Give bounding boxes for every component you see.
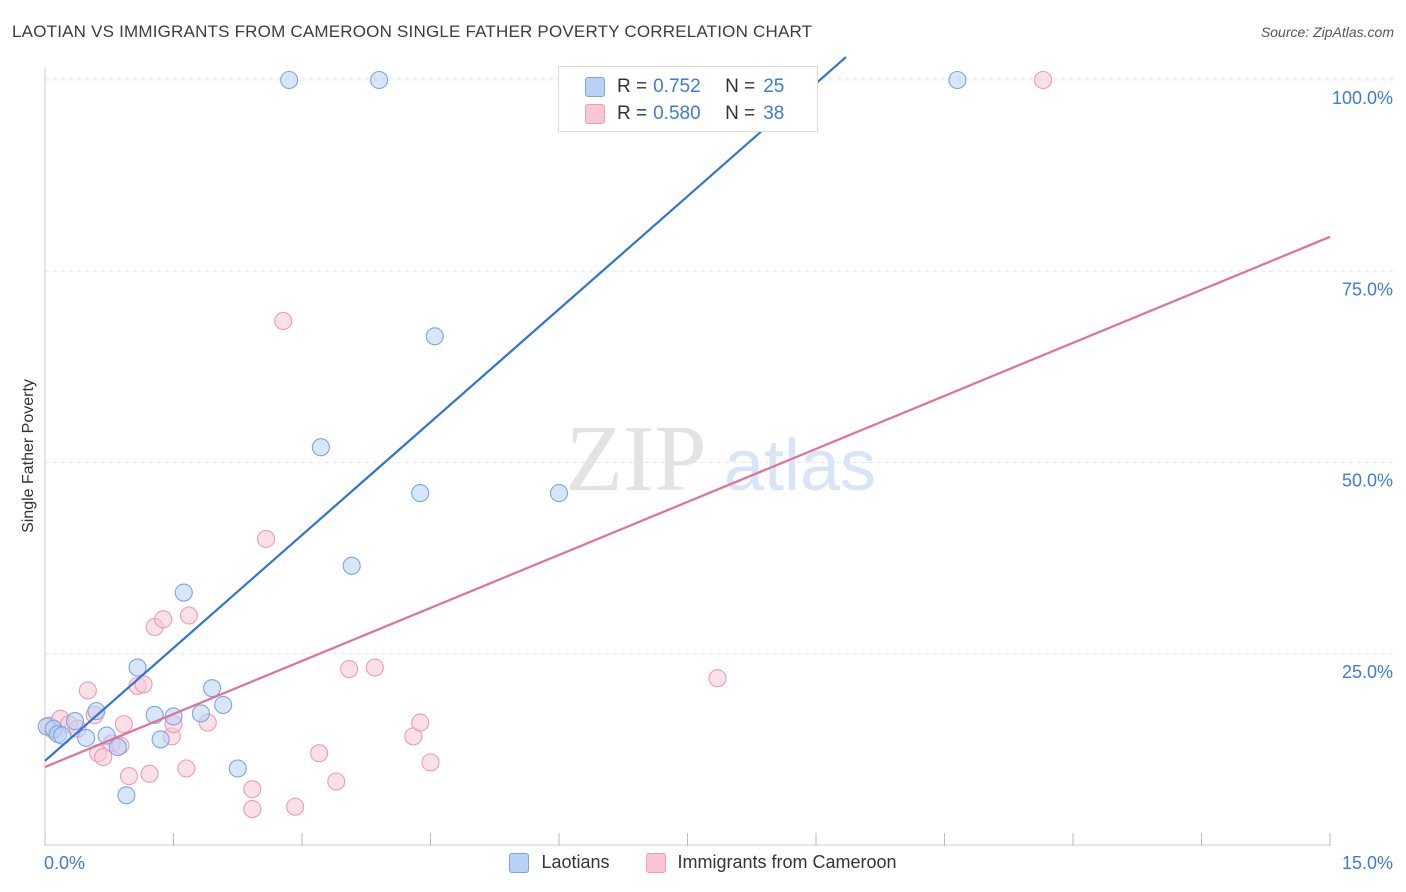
r-label: R = [617,103,648,124]
laotian-point [53,726,72,745]
n-value: 25 [763,76,785,97]
cameroon-trend-line [44,235,1331,768]
laotian-swatch [509,852,530,873]
axes [44,68,1331,846]
r-value: 0.580 [653,103,701,124]
laotian-point [311,438,330,457]
source-label: Source: ZipAtlas.com [1260,24,1394,40]
cameroon-point [274,311,293,331]
laotian-point [549,484,569,503]
y-tick-label: 25.0% [1342,662,1393,682]
legend-label: Laotians [541,852,610,872]
laotian-point [342,556,361,575]
laotian-point [87,702,106,721]
laotian-point [214,695,233,715]
laotian-point [65,712,85,731]
cameroon-point [140,764,159,783]
cameroon-point [179,606,198,625]
y-tick-label: 75.0% [1342,279,1393,299]
legend-item-cameroon[interactable]: Immigrants from Cameroon [645,852,897,873]
laotian-point [280,70,299,90]
data-points [37,70,1053,819]
cameroon-point [243,799,262,819]
laotian-point [411,484,430,503]
laotian-point [128,658,147,677]
cameroon-point [119,767,139,786]
watermark-zip: ZIP [566,407,707,511]
cameroon-point [286,797,305,816]
laotian-point [228,759,247,778]
cameroon-point [78,681,97,700]
legend-row-laotians: R = 0.752 N = 25 [585,74,784,100]
laotian-point [174,583,193,602]
r-label: R = [617,76,648,97]
trend-lines [44,56,1331,768]
watermark-atlas: atlas [724,426,876,506]
laotian-point [117,786,136,805]
watermark: ZIP atlas [566,407,877,511]
legend-label: Immigrants from Cameroon [677,852,897,872]
cameroon-point [177,759,196,778]
cameroon-point [154,610,173,629]
gridlines [45,77,1395,655]
series-legend: Laotians Immigrants from Cameroon [0,852,1406,873]
cameroon-point [114,715,133,734]
y-tick-label: 50.0% [1342,471,1393,491]
laotian-trend-line [44,56,847,762]
cameroon-point [327,772,346,791]
cameroon-point [256,529,276,549]
cameroon-point [365,658,384,677]
cameroon-point [243,780,262,799]
cameroon-swatch [645,852,666,873]
x-tick-label: 0.0% [44,853,85,873]
laotian-swatch [585,77,605,97]
legend-row-cameroon: R = 0.580 N = 38 [585,101,784,127]
laotian-point [425,327,444,346]
laotian-point [203,679,222,698]
n-label: N = [725,76,756,97]
cameroon-point [708,669,727,688]
cameroon-swatch [585,104,605,124]
laotian-point [191,704,210,723]
r-value: 0.752 [653,76,701,97]
laotian-point [370,70,389,90]
cameroon-point [340,659,359,679]
tick-labels: 25.0% 50.0% 75.0% 100.0% 0.0% 15.0% [44,88,1393,873]
cameroon-point [1033,70,1053,90]
laotian-point [108,738,127,757]
laotian-point [151,730,170,749]
cameroon-point [134,675,153,694]
n-value: 38 [763,103,785,124]
cameroon-point [411,713,430,732]
cameroon-point [310,744,329,763]
correlation-legend: R = 0.752 N = 25 R = 0.580 N = 38 [558,66,818,132]
chart-title: LAOTIAN VS IMMIGRANTS FROM CAMEROON SING… [12,22,813,41]
n-label: N = [725,103,756,124]
legend-item-laotians[interactable]: Laotians [509,852,610,873]
cameroon-point [421,753,440,772]
laotian-point [948,70,967,90]
x-tick-label: 15.0% [1342,853,1393,873]
cameroon-point [94,747,113,767]
laotian-point [77,728,96,747]
y-tick-label: 100.0% [1332,88,1393,108]
